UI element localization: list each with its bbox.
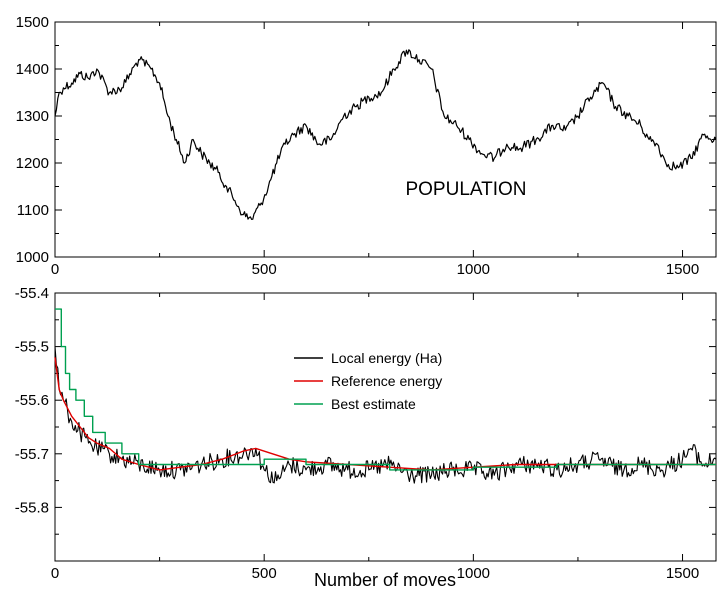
population-y-tick-label: 1100 — [17, 202, 49, 219]
energy-x-tick-label: 0 — [51, 565, 59, 582]
population-x-tick-label: 500 — [252, 261, 277, 278]
energy-series-line-0 — [54, 346, 717, 484]
energy-y-tick-label: -55.8 — [15, 499, 49, 516]
population-x-tick-label: 1500 — [666, 261, 699, 278]
energy-x-tick-label: 1500 — [666, 565, 699, 582]
energy-series-line-1 — [54, 357, 716, 471]
energy-y-tick-label: -55.4 — [15, 285, 49, 302]
population-y-tick-label: 1000 — [16, 249, 49, 266]
population-y-tick-label: 1400 — [16, 61, 49, 78]
energy-y-tick-label: -55.7 — [15, 446, 49, 463]
population-panel: 0 500 1000 1500 1000 1100 1200 1300 1400 1500 POP… — [16, 14, 717, 278]
energy-series-line-2 — [55, 308, 716, 471]
energy-plot-frame — [54, 292, 717, 562]
population-y-tick-label: 1500 — [16, 14, 49, 31]
legend-label-local-energy: Local energy (Ha) — [331, 350, 442, 366]
population-y-tick-label: 1200 — [16, 155, 49, 172]
x-axis-title: Number of moves — [314, 570, 456, 590]
population-x-tick-label: 0 — [51, 261, 59, 278]
population-plot-frame — [54, 21, 717, 258]
population-x-tick-label: 1000 — [457, 261, 490, 278]
legend-label-reference-energy: Reference energy — [331, 373, 442, 389]
population-y-tick-label: 1300 — [16, 108, 49, 125]
legend-label-best-estimate: Best estimate — [331, 396, 416, 412]
energy-x-tick-label: 1000 — [457, 565, 490, 582]
energy-x-tick-label: 500 — [252, 565, 277, 582]
population-series-line — [54, 49, 717, 220]
energy-panel: 0 500 1000 1500 -55.8 -55.7 -55.6 -55.5 -55.4 Lo… — [15, 285, 717, 582]
energy-legend: Local energy (Ha) Reference energy Best … — [294, 350, 442, 412]
energy-y-tick-label: -55.5 — [15, 339, 49, 356]
population-annotation: POPULATION — [405, 179, 526, 200]
energy-y-tick-label: -55.6 — [15, 392, 49, 409]
